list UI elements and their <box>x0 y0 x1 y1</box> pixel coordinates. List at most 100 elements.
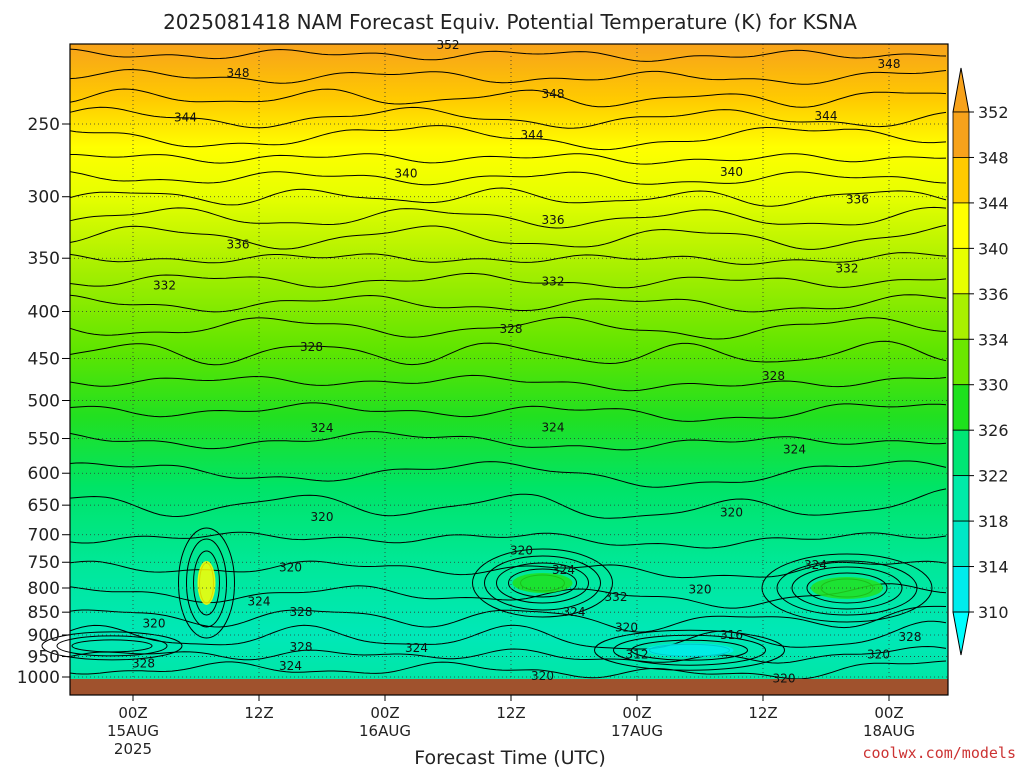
svg-text:328: 328 <box>132 657 155 671</box>
svg-text:332: 332 <box>836 261 859 275</box>
contour-line <box>69 272 947 289</box>
contour-label: 344 <box>174 111 197 125</box>
contour-closed <box>193 550 220 616</box>
contour-line <box>69 560 947 579</box>
y-tick-label: 650 <box>28 496 60 516</box>
colorbar-segment <box>952 429 970 477</box>
contour-label: 348 <box>227 66 250 80</box>
contour-closed <box>613 634 766 666</box>
contour-label: 328 <box>899 630 922 644</box>
svg-text:336: 336 <box>227 237 250 251</box>
contour-label: 336 <box>846 192 869 206</box>
contour-label: 324 <box>248 595 271 609</box>
x-tick-label: 16AUG <box>359 722 411 740</box>
svg-text:324: 324 <box>311 421 334 435</box>
contour-line <box>69 605 947 633</box>
contour-line <box>69 48 947 62</box>
contour-label: 332 <box>836 261 859 275</box>
y-tick-label: 850 <box>28 603 60 623</box>
contour-lines <box>41 48 947 680</box>
contour-label: 336 <box>227 237 250 251</box>
colorbar-label: 330 <box>978 376 1009 395</box>
svg-text:336: 336 <box>846 192 869 206</box>
svg-text:344: 344 <box>521 128 544 142</box>
contour-label: 328 <box>500 322 523 336</box>
colorbar-segment <box>952 566 970 613</box>
y-tick-label: 800 <box>28 579 60 599</box>
x-tick-label: 12Z <box>496 704 525 722</box>
plot-area: 352 348 348 348 344 344 344 340 340 336 336 336 332 3… <box>41 38 949 696</box>
contour-line <box>69 531 947 549</box>
plot-frame <box>69 43 949 696</box>
colorbar-label: 310 <box>978 603 1009 622</box>
contour-closed <box>41 631 183 661</box>
svg-text:320: 320 <box>773 672 796 686</box>
svg-text:328: 328 <box>762 369 785 383</box>
contour-label: 328 <box>300 340 323 354</box>
x-tick-label: 12Z <box>748 704 777 722</box>
svg-text:344: 344 <box>815 109 838 123</box>
contour-line <box>69 374 947 392</box>
svg-text:320: 320 <box>143 617 166 631</box>
contour-closed <box>472 548 613 618</box>
contour-closed <box>484 555 601 611</box>
svg-text:320: 320 <box>279 561 302 575</box>
contour-core <box>197 560 216 605</box>
contour-label: 320 <box>510 543 533 557</box>
x-tick-label: 00Z <box>118 704 147 722</box>
contour-line <box>69 488 947 519</box>
colorbar-segment <box>952 520 970 567</box>
y-tick-label: 350 <box>28 249 60 269</box>
contour-line <box>69 431 947 451</box>
contour-closed <box>776 560 918 616</box>
y-tick-label: 300 <box>28 188 60 208</box>
contour-label: 324 <box>563 605 586 619</box>
colorbar-arrow-top <box>952 67 970 113</box>
y-tick-label: 1000 <box>17 668 60 688</box>
svg-text:332: 332 <box>542 274 565 288</box>
contour-label: 324 <box>405 641 428 655</box>
y-tick-label: 250 <box>28 115 60 135</box>
contour-line <box>69 316 947 340</box>
contour-label: 328 <box>132 657 155 671</box>
contour-line <box>69 187 947 207</box>
svg-text:320: 320 <box>615 620 638 634</box>
colorbar: 352 348 344 340 336 334 330 326 322 318 314 310 <box>952 67 1009 656</box>
x-tick-label: 00Z <box>622 704 651 722</box>
contour-label: 336 <box>542 213 565 227</box>
svg-text:320: 320 <box>689 582 712 596</box>
y-tick-label: 400 <box>28 302 60 322</box>
contour-label: 332 <box>153 279 176 293</box>
svg-text:352: 352 <box>437 38 460 52</box>
svg-text:320: 320 <box>311 510 334 524</box>
svg-text:320: 320 <box>867 647 890 661</box>
contour-label: 344 <box>521 128 544 142</box>
svg-text:324: 324 <box>279 659 302 673</box>
contour-line <box>69 660 947 680</box>
x-axis-title: Forecast Time (UTC) <box>414 747 605 768</box>
contour-line <box>69 68 947 85</box>
contour-label: 324 <box>783 442 806 456</box>
y-tick-label: 500 <box>28 392 60 412</box>
contour-label: 340 <box>395 166 418 180</box>
contour-label: 320 <box>720 505 743 519</box>
y-tick-label: 550 <box>28 430 60 450</box>
contour-line <box>69 620 947 650</box>
svg-text:324: 324 <box>248 595 271 609</box>
contour-label: 348 <box>542 87 565 101</box>
contour-line <box>69 206 947 229</box>
contour-label: 328 <box>290 640 313 654</box>
contour-line <box>69 460 947 488</box>
contour-label: 320 <box>279 561 302 575</box>
colorbar-segment <box>952 293 970 340</box>
y-tick-label: 950 <box>28 648 60 668</box>
y-tick-label: 750 <box>28 553 60 573</box>
colorbar-label: 334 <box>978 330 1009 349</box>
contour-label: 316 <box>720 628 743 642</box>
colorbar-label: 352 <box>978 103 1009 122</box>
svg-text:328: 328 <box>500 322 523 336</box>
svg-text:340: 340 <box>395 166 418 180</box>
contour-label: 324 <box>279 659 302 673</box>
